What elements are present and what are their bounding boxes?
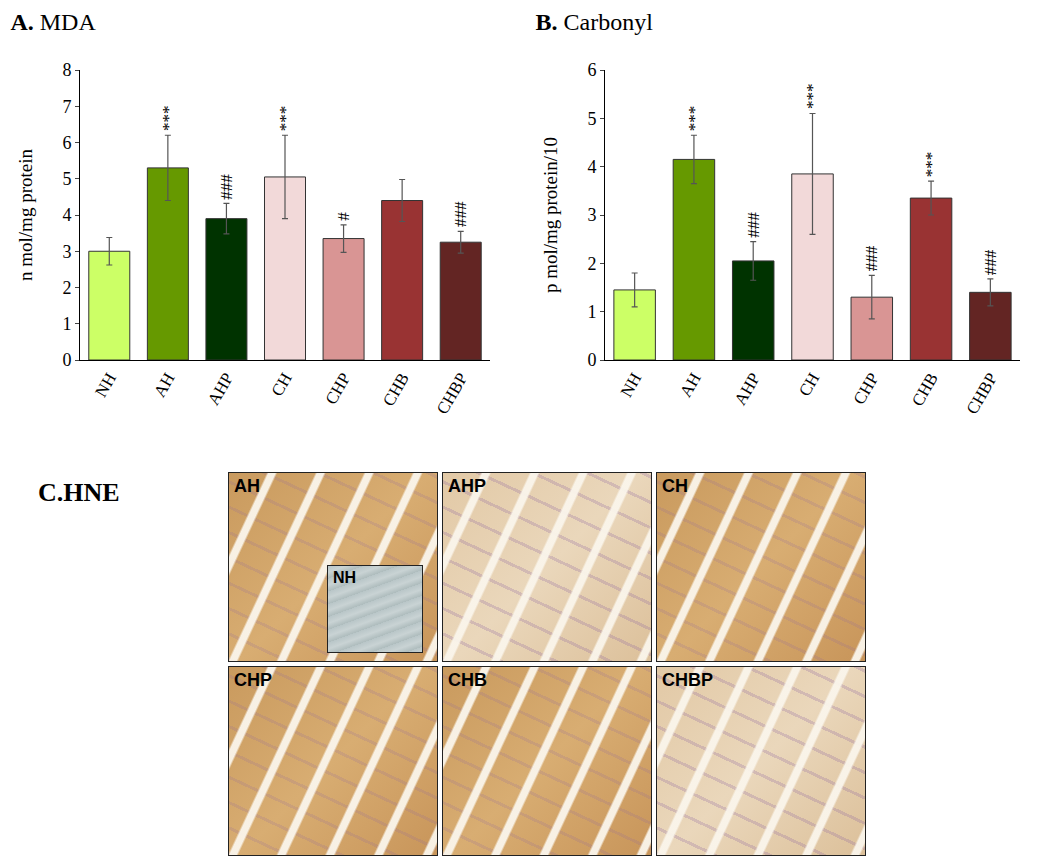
svg-text:1: 1 [587, 302, 596, 322]
svg-text:AH: AH [150, 370, 179, 401]
svg-text:***: *** [922, 152, 941, 178]
svg-text:***: *** [803, 84, 822, 110]
html-text:CHBP: CHBP [662, 670, 713, 690]
svg-text:5: 5 [62, 169, 71, 189]
svg-text:4: 4 [587, 157, 596, 177]
svg-text:B. Carbonyl: B. Carbonyl [536, 9, 654, 35]
svg-text:###: ### [862, 245, 881, 271]
svg-text:###: ### [217, 174, 236, 200]
svg-text:CHBP: CHBP [433, 370, 472, 418]
svg-text:2: 2 [587, 254, 596, 274]
svg-text:5: 5 [587, 109, 596, 129]
html-text:C.HNE: C.HNE [38, 478, 120, 507]
svg-text:CHB: CHB [908, 370, 942, 410]
svg-text:NH: NH [617, 370, 646, 401]
svg-text:CH: CH [268, 370, 296, 400]
svg-text:NH: NH [91, 370, 120, 401]
html-text:NH: NH [333, 569, 357, 586]
svg-text:p mol/mg protein/10: p mol/mg protein/10 [540, 137, 561, 293]
svg-text:1: 1 [62, 314, 71, 334]
svg-text:***: *** [685, 106, 704, 132]
html-text:CHP: CHP [234, 670, 272, 690]
svg-text:8: 8 [62, 60, 71, 80]
svg-text:6: 6 [587, 60, 596, 80]
svg-text:###: ### [744, 212, 763, 238]
svg-text:CHBP: CHBP [963, 370, 1002, 418]
html-text:AH: AH [234, 476, 260, 496]
svg-text:3: 3 [587, 205, 596, 225]
svg-text:4: 4 [62, 205, 71, 225]
svg-text:CHB: CHB [379, 370, 413, 410]
svg-text:AH: AH [676, 370, 705, 401]
svg-text:CHP: CHP [850, 370, 883, 408]
svg-text:AHP: AHP [204, 370, 237, 409]
svg-text:###: ### [451, 201, 470, 227]
html-text:CH: CH [662, 476, 688, 496]
svg-text:AHP: AHP [731, 370, 764, 409]
html-text:CHB: CHB [448, 670, 487, 690]
svg-text:***: *** [159, 106, 178, 132]
svg-text:A. MDA: A. MDA [10, 9, 96, 35]
svg-text:#: # [334, 212, 353, 221]
svg-text:3: 3 [62, 242, 71, 262]
svg-text:0: 0 [62, 350, 71, 370]
html-text:AHP: AHP [448, 476, 486, 496]
svg-text:2: 2 [62, 278, 71, 298]
svg-text:7: 7 [62, 97, 71, 117]
svg-text:n mol/mg protein: n mol/mg protein [15, 149, 36, 281]
svg-text:CHP: CHP [321, 370, 354, 408]
svg-text:CH: CH [795, 370, 823, 400]
svg-text:###: ### [981, 249, 1000, 275]
svg-text:***: *** [276, 106, 295, 132]
svg-text:0: 0 [587, 350, 596, 370]
svg-text:6: 6 [62, 133, 71, 153]
